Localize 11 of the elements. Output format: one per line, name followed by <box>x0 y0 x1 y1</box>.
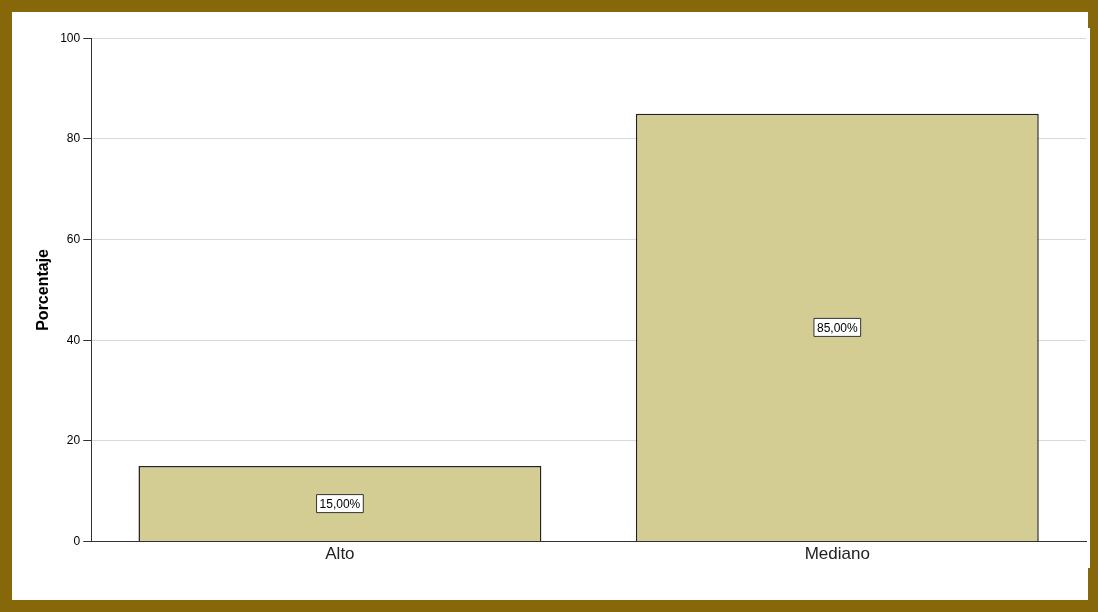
x-tick-label: Mediano <box>804 544 870 564</box>
data-label: 15,00% <box>319 496 361 511</box>
y-tick-label: 80 <box>66 131 81 146</box>
data-label: 85,00% <box>816 320 858 335</box>
y-tick-label: 60 <box>66 231 81 246</box>
x-tick-label: Alto <box>325 544 355 564</box>
y-tick-label: 40 <box>66 332 81 347</box>
y-tick-label: 20 <box>66 433 81 448</box>
y-axis-title: Porcentaje <box>34 248 52 331</box>
y-tick-label: 100 <box>60 30 81 45</box>
y-tick-label: 0 <box>73 533 81 548</box>
